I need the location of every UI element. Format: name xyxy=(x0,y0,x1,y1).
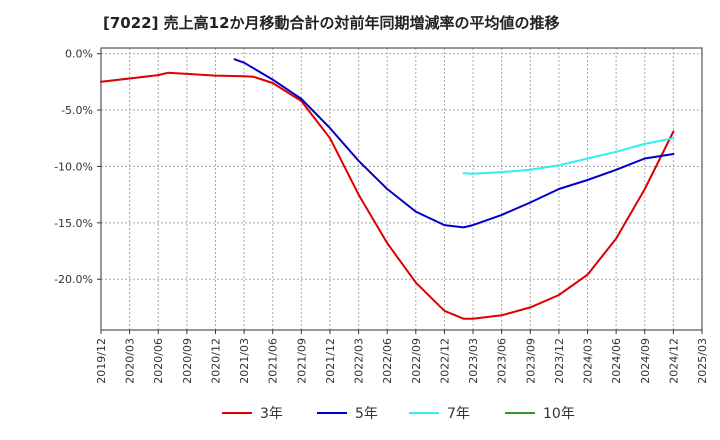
x-tick-label: 2019/12 xyxy=(95,338,108,384)
legend-label-5年: 5年 xyxy=(355,406,378,422)
x-tick-label: 2024/06 xyxy=(610,338,623,384)
x-tick-label: 2024/03 xyxy=(582,338,595,384)
x-tick-label: 2020/12 xyxy=(209,338,222,384)
x-tick-label: 2021/06 xyxy=(267,338,280,384)
legend-label-10年: 10年 xyxy=(543,406,575,422)
y-tick-label: -15.0% xyxy=(54,217,93,230)
x-tick-label: 2023/12 xyxy=(553,338,566,384)
series-line-7年 xyxy=(462,137,675,175)
x-tick-label: 2023/09 xyxy=(524,338,537,384)
chart-title: [7022] 売上高12か月移動合計の対前年同期増減率の平均値の推移 xyxy=(103,14,560,32)
x-tick-label: 2021/09 xyxy=(295,338,308,384)
x-tick-label: 2024/09 xyxy=(639,338,652,384)
series-line-5年 xyxy=(233,58,675,229)
x-tick-label: 2022/12 xyxy=(438,338,451,384)
x-tick-label: 2023/03 xyxy=(467,338,480,384)
x-tick-label: 2021/12 xyxy=(324,338,337,384)
x-tick-label: 2020/09 xyxy=(181,338,194,384)
legend-label-3年: 3年 xyxy=(260,406,283,422)
x-tick-label: 2020/06 xyxy=(152,338,165,384)
y-tick-label: -20.0% xyxy=(54,273,93,286)
x-tick-label: 2022/06 xyxy=(381,338,394,384)
x-tick-label: 2024/12 xyxy=(667,338,680,384)
series-line-3年 xyxy=(100,71,675,320)
x-tick-label: 2022/03 xyxy=(353,338,366,384)
plot-area-border xyxy=(100,47,703,331)
y-tick-label: 0.0% xyxy=(65,48,93,61)
x-tick-label: 2022/09 xyxy=(410,338,423,384)
x-tick-label: 2025/03 xyxy=(696,338,709,384)
x-tick-label: 2020/03 xyxy=(124,338,137,384)
y-tick-label: -5.0% xyxy=(61,104,93,117)
y-tick-label: -10.0% xyxy=(54,160,93,173)
x-tick-label: 2021/03 xyxy=(238,338,251,384)
x-tick-label: 2023/06 xyxy=(496,338,509,384)
legend-label-7年: 7年 xyxy=(447,406,470,422)
